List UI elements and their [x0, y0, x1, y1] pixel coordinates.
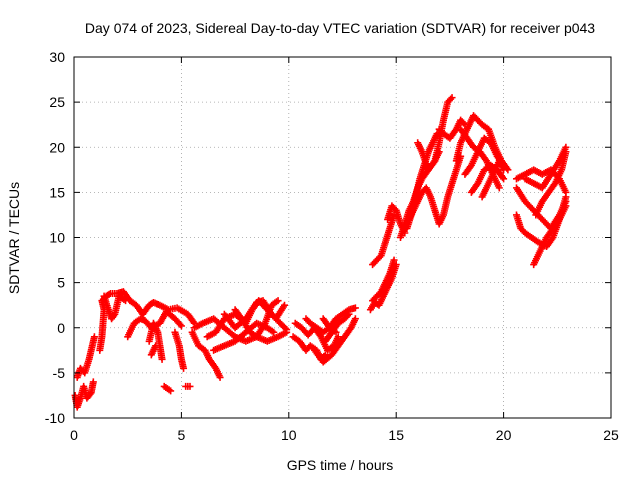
- data-point: [281, 301, 289, 309]
- y-tick-label: 15: [49, 184, 65, 200]
- data-point: [345, 310, 353, 318]
- data-point: [344, 312, 352, 320]
- data-point: [89, 378, 97, 386]
- data-point: [189, 318, 197, 326]
- y-tick-label: 30: [49, 49, 65, 65]
- data-marks: [71, 94, 570, 411]
- data-point: [500, 166, 508, 174]
- x-tick-label: 0: [70, 427, 78, 443]
- data-point: [500, 175, 508, 183]
- y-tick-label: -5: [53, 365, 66, 381]
- x-axis-label: GPS time / hours: [287, 457, 394, 473]
- data-point: [283, 326, 291, 334]
- y-tick-label: 0: [57, 320, 65, 336]
- data-point: [90, 333, 98, 341]
- data-point: [351, 315, 359, 323]
- data-point: [158, 355, 166, 363]
- data-point: [334, 333, 342, 341]
- data-point: [447, 95, 455, 103]
- grid-lines: [74, 57, 611, 418]
- y-tick-label: 25: [49, 94, 65, 110]
- axis-ticks: 0 5 10 15 20 25 -10 -5 0 5 10 15 20 25 30: [45, 49, 619, 443]
- data-point: [122, 297, 130, 305]
- data-point: [270, 328, 278, 336]
- data-point: [176, 321, 184, 329]
- data-point: [216, 373, 224, 381]
- data-point: [152, 342, 160, 350]
- data-point: [390, 256, 398, 264]
- data-point: [86, 390, 94, 398]
- x-tick-label: 10: [281, 427, 297, 443]
- data-point: [186, 382, 194, 390]
- data-point: [177, 322, 185, 330]
- data-point: [180, 364, 188, 372]
- data-point: [110, 312, 118, 320]
- y-tick-label: 5: [57, 275, 65, 291]
- y-axis-label: SDTVAR / TECUs: [6, 182, 22, 294]
- data-point: [274, 297, 282, 305]
- x-tick-label: 20: [496, 427, 512, 443]
- data-point: [562, 148, 570, 156]
- y-tick-label: 10: [49, 230, 65, 246]
- data-point: [351, 304, 359, 312]
- y-tick-label: -10: [45, 410, 65, 426]
- x-tick-label: 15: [388, 427, 404, 443]
- data-point: [548, 235, 556, 243]
- data-point: [562, 202, 570, 210]
- data-point: [281, 324, 289, 332]
- data-point: [433, 130, 441, 138]
- x-tick-label: 25: [603, 427, 619, 443]
- data-point: [499, 173, 507, 181]
- data-point: [167, 387, 175, 395]
- data-point: [460, 119, 468, 127]
- data-point: [435, 148, 443, 156]
- x-tick-label: 5: [178, 427, 186, 443]
- data-point: [105, 290, 113, 298]
- y-tick-label: 20: [49, 139, 65, 155]
- chart-title: Day 074 of 2023, Sidereal Day-to-day VTE…: [85, 20, 595, 36]
- data-point: [448, 94, 456, 102]
- data-point: [495, 184, 503, 192]
